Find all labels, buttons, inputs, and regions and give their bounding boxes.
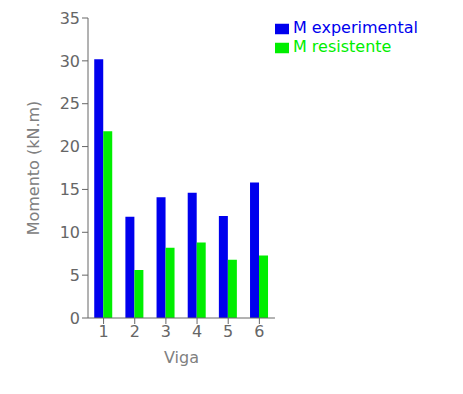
svg-text:1: 1 — [98, 322, 108, 341]
svg-text:4: 4 — [192, 322, 202, 341]
svg-text:20: 20 — [60, 137, 80, 156]
svg-text:25: 25 — [60, 94, 80, 113]
svg-text:35: 35 — [60, 9, 80, 28]
svg-text:5: 5 — [70, 266, 80, 285]
svg-text:10: 10 — [60, 223, 80, 242]
svg-text:30: 30 — [60, 52, 80, 71]
html-text:M experimental: M experimental — [293, 18, 418, 37]
svg-text:0: 0 — [70, 309, 80, 328]
svg-text:3: 3 — [161, 322, 171, 341]
svg-text:Momento (kN.m): Momento (kN.m) — [24, 101, 43, 236]
svg-text:Viga: Viga — [164, 348, 199, 367]
svg-text:5: 5 — [223, 322, 233, 341]
html-text:M resistente: M resistente — [293, 37, 392, 56]
svg-text:2: 2 — [130, 322, 140, 341]
svg-text:15: 15 — [60, 180, 80, 199]
svg-text:6: 6 — [254, 322, 264, 341]
